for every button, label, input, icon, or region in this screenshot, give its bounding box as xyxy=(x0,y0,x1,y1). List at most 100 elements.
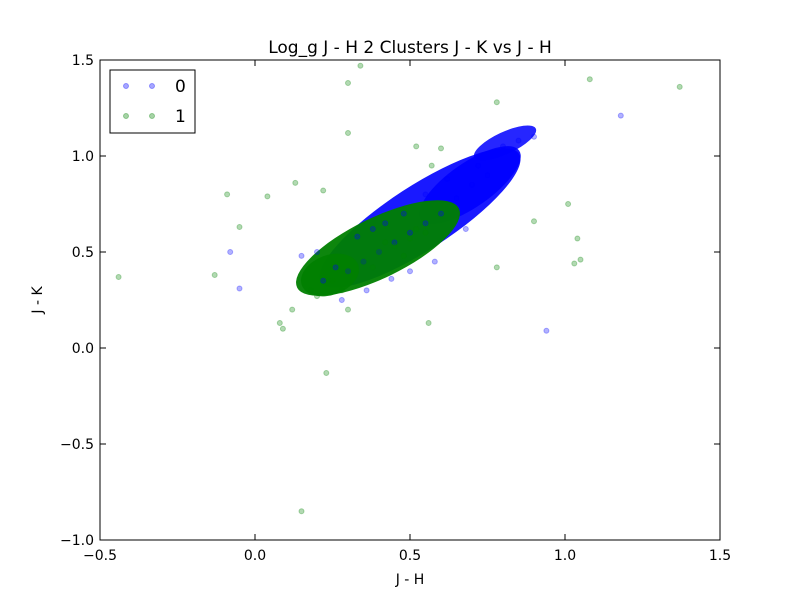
series-1-point xyxy=(571,260,578,267)
y-tick-label: 0.0 xyxy=(72,341,94,357)
series-1-point xyxy=(413,143,420,150)
series-1-point xyxy=(115,273,122,280)
series-0-point xyxy=(444,176,451,183)
series-1-point xyxy=(577,256,584,263)
series-1-point xyxy=(224,191,231,198)
series-0-point xyxy=(227,249,234,255)
series-1-point xyxy=(360,258,367,265)
y-tick-label: −0.5 xyxy=(60,437,94,453)
series-0-point xyxy=(484,172,491,179)
series-0-point xyxy=(382,220,389,227)
series-1-point xyxy=(438,145,444,152)
x-axis-title: J - H xyxy=(395,572,425,588)
series-1-point xyxy=(676,83,683,90)
y-tick-label: −1.0 xyxy=(60,533,94,549)
series-1-point xyxy=(407,235,413,242)
series-1-point xyxy=(236,224,243,231)
series-0-point xyxy=(360,258,367,265)
series-0-point xyxy=(391,239,398,246)
axis-ticks: −0.5 0.0 0.5 1.0 1.5−1.0−0.50.00.51.01.5 xyxy=(60,53,731,564)
series-1-point xyxy=(264,193,271,200)
series-1-point xyxy=(276,320,283,327)
series-1-point xyxy=(369,264,376,271)
y-axis-title: J - K xyxy=(30,286,46,315)
series-0-point xyxy=(407,229,413,236)
series-1-point xyxy=(345,129,351,136)
series-1-point xyxy=(307,287,314,294)
series-0-point xyxy=(462,225,469,232)
series-0-point xyxy=(543,327,550,334)
series-0-point xyxy=(400,210,407,217)
legend-marker-series-1-b xyxy=(149,113,155,119)
series-1-point xyxy=(574,235,581,242)
x-tick-label: −0.5 xyxy=(83,548,117,564)
series-0-point xyxy=(431,258,438,265)
series-0-point xyxy=(475,162,482,169)
density-clouds xyxy=(296,125,537,297)
legend-marker-series-0 xyxy=(123,83,129,89)
series-1-point xyxy=(289,306,296,313)
series-1-point xyxy=(345,306,351,313)
series-0-point xyxy=(438,210,444,217)
series-0-point xyxy=(345,268,351,275)
y-tick-label: 1.0 xyxy=(72,149,94,165)
legend-label-series-1: 1 xyxy=(175,107,186,127)
series-1-point xyxy=(323,369,330,376)
x-tick-label: 0.5 xyxy=(399,548,421,564)
series-0-point xyxy=(314,249,320,255)
legend-marker-series-0-b xyxy=(149,83,155,89)
series-0-point xyxy=(407,268,413,275)
y-tick-label: 1.5 xyxy=(72,53,94,69)
series-1-point xyxy=(298,508,305,515)
series-0-point xyxy=(236,285,243,292)
series-0-point xyxy=(493,149,500,156)
series-1-point xyxy=(314,293,320,300)
series-1-point xyxy=(211,272,218,279)
series-0-point xyxy=(617,112,624,119)
series-0-point xyxy=(354,233,361,240)
x-tick-label: 1.5 xyxy=(709,548,731,564)
series-1-point xyxy=(428,162,435,169)
series-1-point xyxy=(329,277,336,284)
series-1-point xyxy=(279,325,286,332)
series-1-point xyxy=(531,218,537,225)
series-1-point xyxy=(391,243,398,250)
legend-box xyxy=(109,69,196,134)
series-0-point xyxy=(469,181,475,188)
series-1-cluster-lower xyxy=(300,253,360,297)
y-tick-label: 0.5 xyxy=(72,245,94,261)
series-0-point xyxy=(422,191,429,198)
series-0-point xyxy=(453,195,460,202)
series-1-point xyxy=(586,76,593,83)
series-0-point xyxy=(369,225,376,232)
scatter-points xyxy=(115,62,683,515)
legend-marker-series-1 xyxy=(123,113,129,119)
series-1-point xyxy=(345,80,351,87)
chart-title: Log_g J - H 2 Clusters J - K vs J - H xyxy=(268,38,552,58)
series-1-point xyxy=(382,239,389,246)
legend: 0 1 xyxy=(109,69,196,134)
series-1-point xyxy=(338,287,345,294)
series-1-point xyxy=(400,252,407,259)
series-0-point xyxy=(320,277,327,284)
series-0-point xyxy=(376,249,382,255)
series-1-point xyxy=(376,249,382,255)
x-tick-label: 1.0 xyxy=(554,548,576,564)
series-1-point xyxy=(320,187,327,194)
series-1-point xyxy=(565,201,572,207)
series-0-point xyxy=(363,287,370,294)
series-1-point xyxy=(413,225,420,232)
series-1-point xyxy=(357,62,364,69)
series-0-point xyxy=(332,264,339,271)
series-0-point xyxy=(531,133,537,140)
series-0-point xyxy=(388,275,395,282)
series-1-point xyxy=(493,99,500,106)
series-0-point xyxy=(338,297,345,303)
series-1-point xyxy=(345,268,351,275)
legend-label-series-0: 0 xyxy=(175,77,186,97)
series-0-point xyxy=(500,143,506,150)
series-1-point xyxy=(493,264,500,271)
x-tick-label: 0.0 xyxy=(244,548,266,564)
